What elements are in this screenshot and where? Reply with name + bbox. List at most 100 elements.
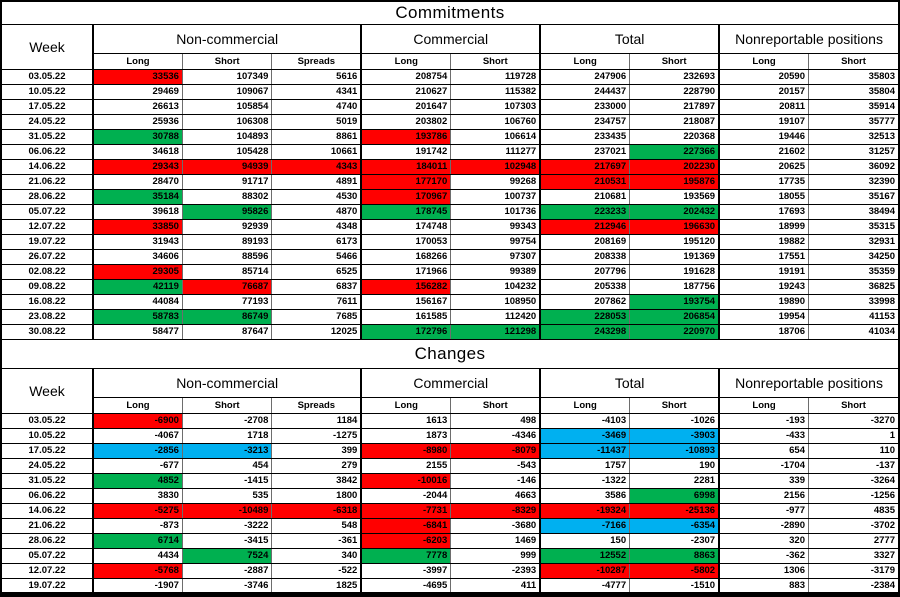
value-cell: 228053 <box>539 309 630 325</box>
table-row: 28.06.22 6714 -3415 -361 -6203 1469 150 -2307 32… <box>2 533 898 549</box>
value-cell: 76687 <box>181 279 272 295</box>
value-cell: 99754 <box>450 234 541 250</box>
value-cell: 193569 <box>629 189 720 205</box>
subcol-header-nr-long: Long <box>718 53 809 70</box>
value-cell: 206854 <box>629 309 720 325</box>
value-cell: 548 <box>271 518 362 534</box>
week-cell: 28.06.22 <box>2 533 94 549</box>
week-cell: 23.08.22 <box>2 309 94 325</box>
value-cell: 34618 <box>91 144 183 160</box>
value-cell: -3702 <box>808 518 898 534</box>
value-cell: 108950 <box>450 294 541 310</box>
section-title: Changes <box>2 340 898 369</box>
value-cell: 208754 <box>360 69 451 85</box>
value-cell: 454 <box>181 458 272 474</box>
value-cell: 42119 <box>91 279 183 295</box>
value-cell: -1415 <box>181 473 272 489</box>
value-cell: 4891 <box>271 174 362 190</box>
table-row: 14.06.22 29343 94939 4343 184011 102948 217697… <box>2 159 898 175</box>
table-row: 19.07.22 -1907 -3746 1825 -4695 411 -4777 -1510… <box>2 578 898 592</box>
value-cell: -8329 <box>450 503 541 519</box>
table-row: 23.08.22 58783 86749 7685 161585 112420 228053… <box>2 309 898 325</box>
week-cell: 12.07.22 <box>2 219 94 235</box>
value-cell: 210627 <box>360 84 451 100</box>
value-cell: 1184 <box>271 413 362 429</box>
value-cell: -3469 <box>539 428 630 444</box>
commitments-table: Commitments Week Non-commercial Commerci… <box>2 2 898 340</box>
value-cell: 220970 <box>629 324 720 340</box>
value-cell: 1873 <box>360 428 451 444</box>
week-cell: 03.05.22 <box>2 413 94 429</box>
value-cell: 6998 <box>629 488 720 504</box>
value-cell: 207862 <box>539 294 630 310</box>
value-cell: -977 <box>718 503 809 519</box>
value-cell: 17693 <box>718 204 809 220</box>
value-cell: 12552 <box>539 548 630 564</box>
week-cell: 05.07.22 <box>2 204 94 220</box>
table-row: 12.07.22 33850 92939 4348 174748 99343 212946 1… <box>2 219 898 235</box>
value-cell: -1275 <box>271 428 362 444</box>
value-cell: 91717 <box>181 174 272 190</box>
week-cell: 17.05.22 <box>2 99 94 115</box>
value-cell: 1613 <box>360 413 451 429</box>
value-cell: 19954 <box>718 309 809 325</box>
value-cell: 196630 <box>629 219 720 235</box>
value-cell: 17735 <box>718 174 809 190</box>
value-cell: -7731 <box>360 503 451 519</box>
value-cell: 217897 <box>629 99 720 115</box>
table-row: 09.08.22 42119 76687 6837 156282 104232 205338… <box>2 279 898 295</box>
value-cell: 31257 <box>808 144 898 160</box>
value-cell: 35914 <box>808 99 898 115</box>
value-cell: 41034 <box>808 324 898 340</box>
value-cell: -1256 <box>808 488 898 504</box>
value-cell: 35315 <box>808 219 898 235</box>
week-cell: 30.08.22 <box>2 324 94 340</box>
value-cell: 1825 <box>271 578 362 592</box>
value-cell: -19324 <box>539 503 630 519</box>
value-cell: -2447 <box>451 594 540 597</box>
value-cell: 220368 <box>629 129 720 145</box>
value-cell: 6837 <box>271 279 362 295</box>
table-row: 30.08.22 58477 87647 12025 172796 121298 24329… <box>2 324 898 340</box>
value-cell: 174748 <box>360 219 451 235</box>
value-cell: -5768 <box>91 563 183 579</box>
value-cell: 203802 <box>360 114 451 130</box>
value-cell: 32931 <box>808 234 898 250</box>
value-cell: 34606 <box>91 249 183 265</box>
value-cell: 18706 <box>718 324 809 340</box>
value-cell: -6203 <box>360 533 451 549</box>
value-cell: -3270 <box>808 413 898 429</box>
value-cell: 95826 <box>181 204 272 220</box>
value-cell: 320 <box>718 533 809 549</box>
value-cell: 35777 <box>808 114 898 130</box>
subcol-header-nc-spreads: Spreads <box>271 397 362 414</box>
value-cell: -7166 <box>539 518 630 534</box>
value-cell: -2044 <box>360 488 451 504</box>
value-cell: 41153 <box>808 309 898 325</box>
value-cell: 10661 <box>271 144 362 160</box>
value-cell: 33536 <box>91 69 183 85</box>
value-cell: 150 <box>539 533 630 549</box>
week-cell: 24.05.22 <box>2 114 94 130</box>
value-cell: 4530 <box>271 189 362 205</box>
value-cell: 44084 <box>91 294 183 310</box>
value-cell: 399 <box>271 443 362 459</box>
value-cell: 36092 <box>808 159 898 175</box>
value-cell: 105428 <box>181 144 272 160</box>
value-cell: 243298 <box>539 324 630 340</box>
group-header-commercial: Commercial <box>360 368 541 398</box>
table-row: 03.05.22 -6900 -2708 1184 1613 498 -4103 -1026-… <box>2 413 898 429</box>
subcol-header-nr-short: Short <box>808 53 898 70</box>
value-cell: 7611 <box>271 294 362 310</box>
week-cell: 19.07.22 <box>2 234 94 250</box>
value-cell: 94939 <box>181 159 272 175</box>
value-cell: -137 <box>808 458 898 474</box>
value-cell: 1589 <box>809 594 899 597</box>
group-header-commercial: Commercial <box>360 24 541 54</box>
value-cell: -433 <box>718 428 809 444</box>
value-cell: 4434 <box>91 548 183 564</box>
value-cell: -4695 <box>360 578 451 592</box>
value-cell: -25136 <box>629 503 720 519</box>
value-cell: 5466 <box>271 249 362 265</box>
value-cell: 205338 <box>539 279 630 295</box>
